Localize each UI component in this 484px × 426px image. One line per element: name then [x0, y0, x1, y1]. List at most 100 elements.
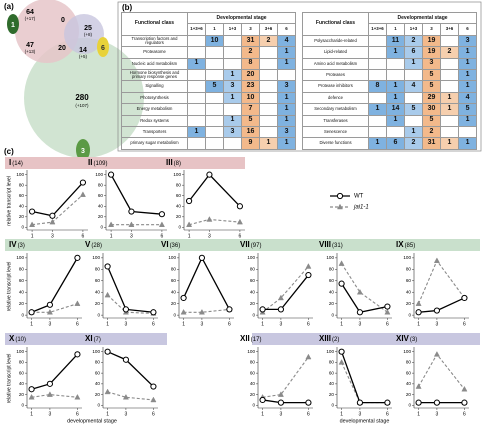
x-tick-label: 6: [239, 233, 242, 239]
empty-cell: [223, 103, 242, 116]
data-point: [107, 171, 115, 178]
column-header: 1: [205, 23, 224, 36]
y-tick-label: 20: [19, 392, 25, 397]
x-tick-label: 3: [359, 411, 362, 417]
y-tick-label: 60: [250, 278, 256, 283]
y-tick-label: 0: [21, 225, 24, 230]
y-tick-label: 40: [406, 289, 412, 294]
chart-title-numeral: XIII: [319, 334, 331, 343]
y-tick-label: 80: [19, 360, 25, 365]
series-line: [110, 174, 162, 215]
column-header: 1: [386, 23, 405, 36]
table-header-row: Functional class Developmental stage: [302, 11, 478, 36]
y-tick-label: 40: [19, 289, 25, 294]
x-tick-label: 6: [307, 411, 310, 417]
data-point: [277, 294, 284, 301]
data-point: [150, 309, 157, 316]
table-row: Energy metabolism 7 1: [121, 103, 297, 116]
functional-class: Nucleic acid metabolism: [121, 57, 188, 70]
gene-count: 2: [422, 125, 441, 139]
functional-class: Signalling: [121, 80, 188, 93]
gene-count: 3: [422, 57, 441, 70]
x-tick-label: 6: [161, 233, 164, 239]
data-point: [384, 308, 391, 315]
empty-cell: [259, 46, 278, 59]
chart-title: VI(36): [161, 240, 180, 249]
y-tick-label: 60: [95, 370, 101, 375]
empty-cell: [187, 34, 206, 48]
y-tick-label: 40: [329, 289, 335, 294]
data-point: [158, 221, 165, 227]
empty-cell: [205, 103, 224, 116]
table-row: Photosynthesis 1 10 1: [121, 91, 297, 105]
empty-cell: [205, 125, 224, 139]
x-tick-label: 1: [261, 411, 264, 417]
data-point: [338, 359, 345, 365]
data-point: [46, 301, 54, 308]
chart-title-numeral: IV: [9, 240, 17, 249]
data-point: [305, 353, 312, 360]
data-point: [415, 399, 422, 406]
y-axis-label: relative transcript level: [6, 176, 12, 226]
empty-cell: [259, 80, 278, 93]
empty-cell: [259, 125, 278, 139]
functional-class: Secondary metabolism: [302, 103, 369, 116]
gene-count: 1: [440, 103, 459, 116]
data-point: [185, 197, 193, 205]
y-tick-label: 40: [406, 381, 412, 386]
y-tick-label: 40: [95, 289, 101, 294]
data-point: [122, 306, 130, 313]
x-tick-label: 6: [152, 321, 155, 327]
y-tick-label: 60: [95, 278, 101, 283]
x-tick-label: 6: [463, 321, 466, 327]
x-tick-label: 3: [125, 321, 128, 327]
table-row: Transferases 1 5 1: [302, 114, 478, 127]
empty-cell: [205, 57, 224, 70]
y-tick-label: 60: [250, 370, 256, 375]
chart-title-count: (109): [93, 161, 107, 167]
series-line: [31, 303, 78, 313]
gene-count: 5: [404, 103, 423, 116]
y-tick-label: 60: [329, 278, 335, 283]
legend-marker: [336, 192, 344, 200]
y-tick-label: 80: [19, 182, 25, 187]
x-tick-label: 3: [201, 321, 204, 327]
y-tick-label: 100: [247, 349, 255, 354]
column-header: 3+6: [440, 23, 459, 36]
empty-cell: [368, 114, 387, 127]
series-line: [418, 353, 465, 390]
series-line: [418, 297, 465, 313]
data-point: [74, 300, 81, 306]
gene-count: 10: [241, 91, 260, 105]
table-row: Redox systems 1 5 1: [121, 114, 297, 127]
chart-title-numeral: III: [166, 158, 173, 167]
gene-count: 29: [422, 91, 441, 105]
empty-cell: [368, 46, 387, 59]
chart-title-numeral: XIV: [396, 334, 410, 343]
gene-count: 1: [368, 137, 387, 150]
series-line: [341, 263, 388, 313]
series-line: [182, 256, 230, 310]
column-header: 6: [276, 23, 297, 36]
y-tick-label: 100: [16, 255, 24, 260]
chart-title: VIII(31): [319, 240, 343, 249]
data-point: [74, 254, 81, 261]
data-point: [158, 211, 166, 218]
series-line: [341, 283, 388, 314]
gene-count: 5: [457, 103, 478, 116]
y-tick-label: 20: [250, 301, 256, 306]
x-tick-label: 1: [110, 233, 113, 239]
data-point: [180, 308, 187, 315]
y-tick-label: 0: [408, 403, 411, 408]
table-row: Diverse functions 1 6 2 31 1 1: [302, 137, 478, 150]
gene-count: 1: [223, 91, 242, 105]
functional-class: Protease inhibitors: [302, 80, 369, 93]
gene-count: 1: [457, 80, 478, 93]
data-point: [338, 260, 345, 266]
panel-label: (a): [4, 2, 14, 11]
group-band: [5, 157, 245, 169]
x-tick-label: 3: [359, 321, 362, 327]
gene-count: 11: [386, 34, 405, 48]
gene-count: 2: [404, 34, 423, 48]
